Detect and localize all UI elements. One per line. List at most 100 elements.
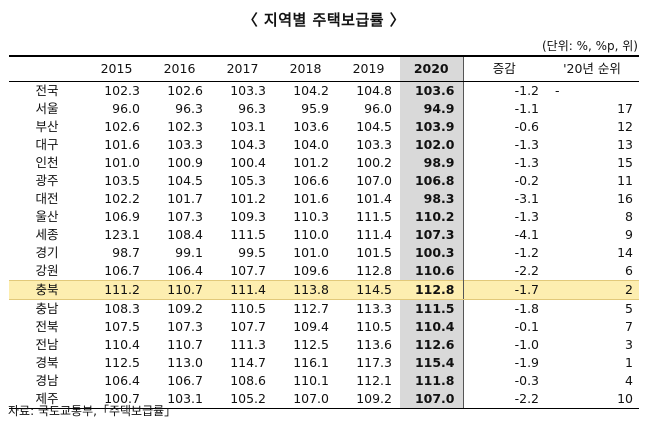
value-cell: 109.2 <box>337 390 400 409</box>
value-cell: 107.0 <box>356 173 392 188</box>
value-cell: 107.7 <box>230 319 266 334</box>
value-cell: 110.7 <box>148 280 211 300</box>
table-row: 인천 101.0 100.9 100.4 101.2 100.2 98.9 -1.3 15 <box>9 154 639 172</box>
value-cell: 123.1 <box>104 227 140 242</box>
table-row: 대구 101.6 103.3 104.3 104.0 103.3 102.0 -1.3 13 <box>9 136 639 154</box>
value-cell: 111.5 <box>400 299 463 318</box>
value-cell: 110.2 <box>400 208 463 226</box>
value-cell: 106.6 <box>293 173 329 188</box>
table-row: 강원 106.7 106.4 107.7 109.6 112.8 110.6 -2.2 6 <box>9 262 639 281</box>
value-cell: 112.5 <box>293 337 329 352</box>
rank-cell: 17 <box>617 101 633 116</box>
rank-cell: 4 <box>625 373 633 388</box>
value-cell: 112.6 <box>400 336 463 354</box>
value-cell: 94.9 <box>400 100 463 118</box>
value-cell: 109.4 <box>293 319 329 334</box>
header-region <box>9 55 85 82</box>
value-cell: 107.3 <box>167 319 203 334</box>
value-cell: 98.9 <box>400 154 463 172</box>
header-row: 2015 2016 2017 2018 2019 2020 증감 '20년 순위 <box>9 55 639 82</box>
change-cell: -1.7 <box>462 280 545 300</box>
value-cell: 96.3 <box>238 101 266 116</box>
value-cell: 104.0 <box>293 137 329 152</box>
rank-cell: 1 <box>625 355 633 370</box>
value-cell: 115.4 <box>400 354 463 372</box>
region-cell: 전국 <box>35 83 59 98</box>
value-cell: 114.5 <box>337 280 400 300</box>
table-row: 서울 96.0 96.3 96.3 95.9 96.0 94.9 -1.1 17 <box>9 100 639 118</box>
region-cell: 전북 <box>35 319 59 334</box>
value-cell: 110.5 <box>230 301 266 316</box>
header-2015: 2015 <box>85 55 148 82</box>
value-cell: 106.7 <box>167 373 203 388</box>
change-cell: -1.2 <box>462 244 545 262</box>
rank-cell: 5 <box>625 301 633 316</box>
change-cell: -1.8 <box>462 299 545 318</box>
value-cell: 107.0 <box>274 390 337 409</box>
value-cell: 110.1 <box>293 373 329 388</box>
rank-cell: 7 <box>625 319 633 334</box>
value-cell: 103.9 <box>400 118 463 136</box>
source-note: 자료: 국토교통부,「주택보급률」 <box>8 404 177 418</box>
region-cell: 대전 <box>35 191 59 206</box>
value-cell: 100.4 <box>230 155 266 170</box>
value-cell: 110.5 <box>356 319 392 334</box>
change-cell: -1.1 <box>462 100 545 118</box>
value-cell: 112.8 <box>400 280 463 300</box>
value-cell: 109.3 <box>230 209 266 224</box>
value-cell: 106.4 <box>167 263 203 278</box>
value-cell: 110.7 <box>167 337 203 352</box>
rank-cell: 10 <box>545 390 639 409</box>
change-cell: -1.0 <box>462 336 545 354</box>
rank-cell: 3 <box>625 337 633 352</box>
value-cell: 111.4 <box>211 280 274 300</box>
header-2020: 2020 <box>400 55 463 82</box>
header-2019: 2019 <box>337 55 400 82</box>
value-cell: 104.5 <box>167 173 203 188</box>
region-cell: 경북 <box>35 355 59 370</box>
region-cell: 인천 <box>35 155 59 170</box>
value-cell: 113.6 <box>356 337 392 352</box>
value-cell: 101.7 <box>167 191 203 206</box>
value-cell: 111.8 <box>400 372 463 390</box>
value-cell: 113.3 <box>356 301 392 316</box>
value-cell: 110.3 <box>293 209 329 224</box>
change-cell: -0.2 <box>462 172 545 190</box>
value-cell: 111.5 <box>230 227 266 242</box>
value-cell: 98.3 <box>400 190 463 208</box>
value-cell: 113.0 <box>167 355 203 370</box>
value-cell: 111.2 <box>85 280 148 300</box>
value-cell: 111.4 <box>356 227 392 242</box>
value-cell: 110.4 <box>400 318 463 336</box>
region-cell: 제주 <box>9 390 85 409</box>
value-cell: 98.7 <box>112 245 140 260</box>
region-cell: 세종 <box>35 227 59 242</box>
value-cell: 108.4 <box>167 227 203 242</box>
region-cell: 부산 <box>35 119 59 134</box>
value-cell: 99.5 <box>238 245 266 260</box>
header-2017: 2017 <box>211 55 274 82</box>
housing-supply-table: 2015 2016 2017 2018 2019 2020 증감 '20년 순위… <box>9 55 639 409</box>
value-cell: 109.2 <box>167 301 203 316</box>
rank-cell: 12 <box>617 119 633 134</box>
table-row: 울산 106.9 107.3 109.3 110.3 111.5 110.2 -1.3 8 <box>9 208 639 226</box>
value-cell: 103.6 <box>293 119 329 134</box>
value-cell: 107.3 <box>400 226 463 244</box>
value-cell: 116.1 <box>293 355 329 370</box>
table-row: 경남 106.4 106.7 108.6 110.1 112.1 111.8 -0.3 4 <box>9 372 639 390</box>
value-cell: 101.0 <box>293 245 329 260</box>
value-cell: 100.7 <box>85 390 148 409</box>
value-cell: 102.6 <box>167 83 203 98</box>
value-cell: 101.0 <box>104 155 140 170</box>
change-cell: -1.3 <box>462 154 545 172</box>
unit-label: (단위: %, %p, 위) <box>541 39 638 53</box>
change-cell: -1.3 <box>462 136 545 154</box>
rank-cell: 2 <box>545 280 639 300</box>
value-cell: 103.3 <box>230 83 266 98</box>
value-cell: 112.5 <box>104 355 140 370</box>
value-cell: 103.1 <box>148 390 211 409</box>
value-cell: 110.6 <box>400 262 463 281</box>
value-cell: 117.3 <box>356 355 392 370</box>
region-cell: 경남 <box>35 373 59 388</box>
change-cell: -0.3 <box>462 372 545 390</box>
